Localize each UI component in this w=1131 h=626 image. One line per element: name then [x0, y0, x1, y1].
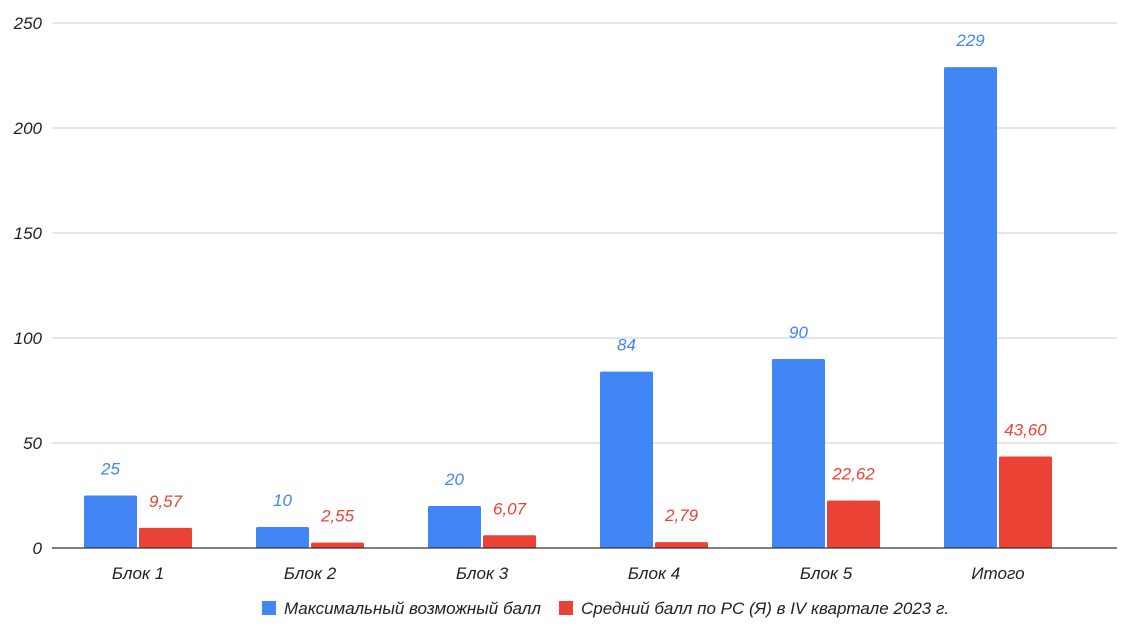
- legend-item: Средний балл по РС (Я) в IV квартале 202…: [558, 599, 949, 618]
- y-tick-label: 100: [14, 329, 43, 348]
- bar-avg: [655, 542, 708, 548]
- data-label: 90: [789, 323, 808, 342]
- data-label: 84: [617, 336, 636, 355]
- bar-max: [772, 359, 825, 548]
- y-tick-label: 200: [13, 119, 43, 138]
- x-tick-label: Блок 5: [800, 564, 853, 583]
- legend-swatch: [261, 601, 276, 615]
- x-tick-label: Блок 1: [112, 564, 164, 583]
- bar-avg: [139, 527, 192, 548]
- data-label: 10: [273, 491, 292, 510]
- bar-avg: [311, 542, 364, 548]
- bar-max: [944, 67, 997, 548]
- legend-label: Максимальный возможный балл: [284, 599, 541, 618]
- data-label: 25: [100, 460, 120, 479]
- x-tick-label: Блок 4: [628, 564, 680, 583]
- y-tick-label: 250: [13, 14, 43, 33]
- bar-avg: [827, 500, 880, 548]
- y-tick-label: 150: [14, 224, 43, 243]
- bar-max: [428, 506, 481, 548]
- data-label: 43,60: [1004, 420, 1047, 439]
- bar-max: [600, 371, 653, 548]
- y-tick-label: 50: [23, 434, 42, 453]
- bar-avg: [999, 456, 1052, 548]
- data-label: 9,57: [149, 492, 183, 511]
- y-tick-label: 0: [33, 539, 43, 558]
- data-label: 22,62: [831, 464, 875, 483]
- data-label: 20: [444, 470, 464, 489]
- data-label: 6,07: [493, 499, 527, 518]
- data-label: 229: [955, 31, 985, 50]
- bar-max: [84, 495, 137, 548]
- x-tick-label: Блок 3: [456, 564, 509, 583]
- legend-label: Средний балл по РС (Я) в IV квартале 202…: [581, 599, 949, 618]
- legend-item: Максимальный возможный балл: [261, 599, 541, 618]
- x-tick-label: Блок 2: [284, 564, 337, 583]
- data-label: 2,55: [320, 507, 355, 526]
- x-tick-label: Итого: [971, 564, 1024, 583]
- bar-max: [256, 527, 309, 548]
- legend-swatch: [558, 601, 573, 615]
- bar-avg: [483, 535, 536, 548]
- data-label: 2,79: [664, 506, 699, 525]
